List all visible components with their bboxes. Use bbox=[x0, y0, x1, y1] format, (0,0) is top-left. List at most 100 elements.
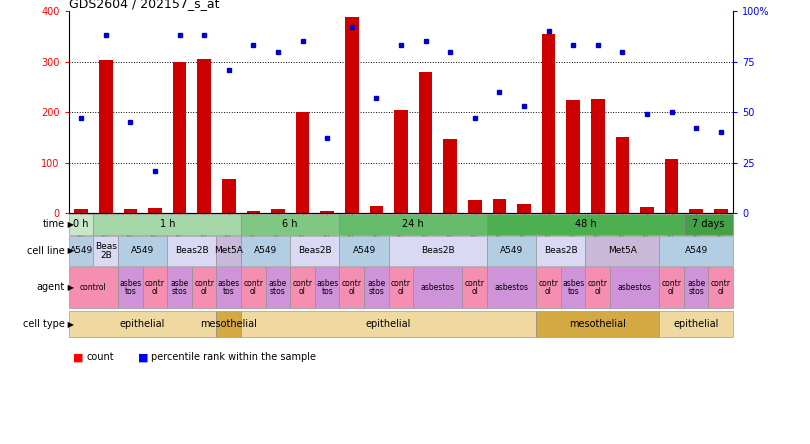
Bar bbox=[246, 210, 260, 213]
Bar bbox=[216, 236, 241, 266]
Bar bbox=[271, 209, 285, 213]
Bar bbox=[321, 210, 334, 213]
Text: Beas
2B: Beas 2B bbox=[95, 242, 117, 259]
Bar bbox=[714, 209, 727, 213]
Text: asbe
stos: asbe stos bbox=[170, 279, 189, 296]
Bar bbox=[413, 267, 463, 308]
Text: contr
ol: contr ol bbox=[292, 279, 313, 296]
Text: ■: ■ bbox=[138, 353, 148, 362]
Bar bbox=[69, 236, 93, 266]
Bar bbox=[339, 236, 389, 266]
Text: 6 h: 6 h bbox=[283, 219, 298, 229]
Bar bbox=[148, 208, 162, 213]
Bar bbox=[566, 100, 580, 213]
Bar bbox=[241, 267, 266, 308]
Text: A549: A549 bbox=[684, 246, 708, 255]
Bar bbox=[69, 267, 118, 308]
Text: asbes
tos: asbes tos bbox=[218, 279, 240, 296]
Bar bbox=[173, 62, 186, 213]
Text: A549: A549 bbox=[352, 246, 376, 255]
Bar bbox=[665, 159, 678, 213]
Bar bbox=[487, 267, 536, 308]
Text: percentile rank within the sample: percentile rank within the sample bbox=[151, 353, 317, 362]
Text: contr
ol: contr ol bbox=[588, 279, 608, 296]
Text: epithelial: epithelial bbox=[673, 319, 718, 329]
Bar bbox=[99, 60, 113, 213]
Text: Beas2B: Beas2B bbox=[298, 246, 331, 255]
Bar bbox=[339, 214, 487, 235]
Text: cell type: cell type bbox=[23, 319, 65, 329]
Text: agent: agent bbox=[36, 282, 65, 293]
Bar bbox=[290, 236, 339, 266]
Text: epithelial: epithelial bbox=[366, 319, 411, 329]
Text: time: time bbox=[43, 219, 65, 229]
Text: mesothelial: mesothelial bbox=[200, 319, 258, 329]
Bar bbox=[345, 17, 359, 213]
Text: Met5A: Met5A bbox=[215, 246, 243, 255]
Text: GDS2604 / 202157_s_at: GDS2604 / 202157_s_at bbox=[69, 0, 220, 10]
Bar bbox=[610, 267, 659, 308]
Text: count: count bbox=[87, 353, 114, 362]
Bar bbox=[659, 236, 733, 266]
Bar bbox=[167, 236, 216, 266]
Text: A549: A549 bbox=[131, 246, 154, 255]
Text: asbes
tos: asbes tos bbox=[119, 279, 142, 296]
Bar bbox=[659, 311, 733, 337]
Bar bbox=[586, 236, 659, 266]
Text: 7 days: 7 days bbox=[693, 219, 725, 229]
Bar bbox=[124, 209, 137, 213]
Bar bbox=[616, 137, 629, 213]
Bar bbox=[222, 179, 236, 213]
Text: asbe
stos: asbe stos bbox=[269, 279, 287, 296]
Text: contr
ol: contr ol bbox=[539, 279, 559, 296]
Bar bbox=[591, 99, 604, 213]
Text: asbes
tos: asbes tos bbox=[316, 279, 339, 296]
Bar bbox=[536, 267, 561, 308]
Bar bbox=[339, 267, 364, 308]
Bar bbox=[487, 236, 536, 266]
Bar bbox=[536, 236, 586, 266]
Bar bbox=[364, 267, 389, 308]
Bar bbox=[216, 267, 241, 308]
Bar bbox=[241, 311, 536, 337]
Bar bbox=[640, 207, 654, 213]
Bar bbox=[389, 267, 413, 308]
Bar bbox=[468, 201, 481, 213]
Text: 1 h: 1 h bbox=[160, 219, 175, 229]
Text: contr
ol: contr ol bbox=[465, 279, 484, 296]
Text: 24 h: 24 h bbox=[403, 219, 424, 229]
Bar bbox=[492, 199, 506, 213]
Bar bbox=[684, 214, 733, 235]
Text: asbestos: asbestos bbox=[618, 283, 652, 292]
Bar bbox=[75, 209, 88, 213]
Text: ▶: ▶ bbox=[65, 320, 74, 329]
Text: 48 h: 48 h bbox=[574, 219, 596, 229]
Bar bbox=[443, 139, 457, 213]
Text: asbe
stos: asbe stos bbox=[687, 279, 706, 296]
Bar bbox=[290, 267, 315, 308]
Bar bbox=[586, 267, 610, 308]
Text: A549: A549 bbox=[70, 246, 93, 255]
Text: contr
ol: contr ol bbox=[145, 279, 165, 296]
Text: contr
ol: contr ol bbox=[342, 279, 362, 296]
Text: Met5A: Met5A bbox=[608, 246, 637, 255]
Bar bbox=[561, 267, 586, 308]
Text: Beas2B: Beas2B bbox=[544, 246, 578, 255]
Text: contr
ol: contr ol bbox=[391, 279, 411, 296]
Bar bbox=[394, 110, 407, 213]
Bar bbox=[69, 311, 216, 337]
Bar bbox=[487, 214, 684, 235]
Text: cell line: cell line bbox=[27, 246, 65, 256]
Text: ▶: ▶ bbox=[65, 220, 74, 229]
Text: control: control bbox=[80, 283, 107, 292]
Bar bbox=[118, 267, 143, 308]
Bar bbox=[689, 209, 703, 213]
Bar bbox=[93, 236, 118, 266]
Bar bbox=[167, 267, 192, 308]
Text: contr
ol: contr ol bbox=[243, 279, 263, 296]
Bar bbox=[192, 267, 216, 308]
Bar bbox=[315, 267, 339, 308]
Bar bbox=[296, 112, 309, 213]
Text: ■: ■ bbox=[73, 353, 83, 362]
Bar bbox=[659, 267, 684, 308]
